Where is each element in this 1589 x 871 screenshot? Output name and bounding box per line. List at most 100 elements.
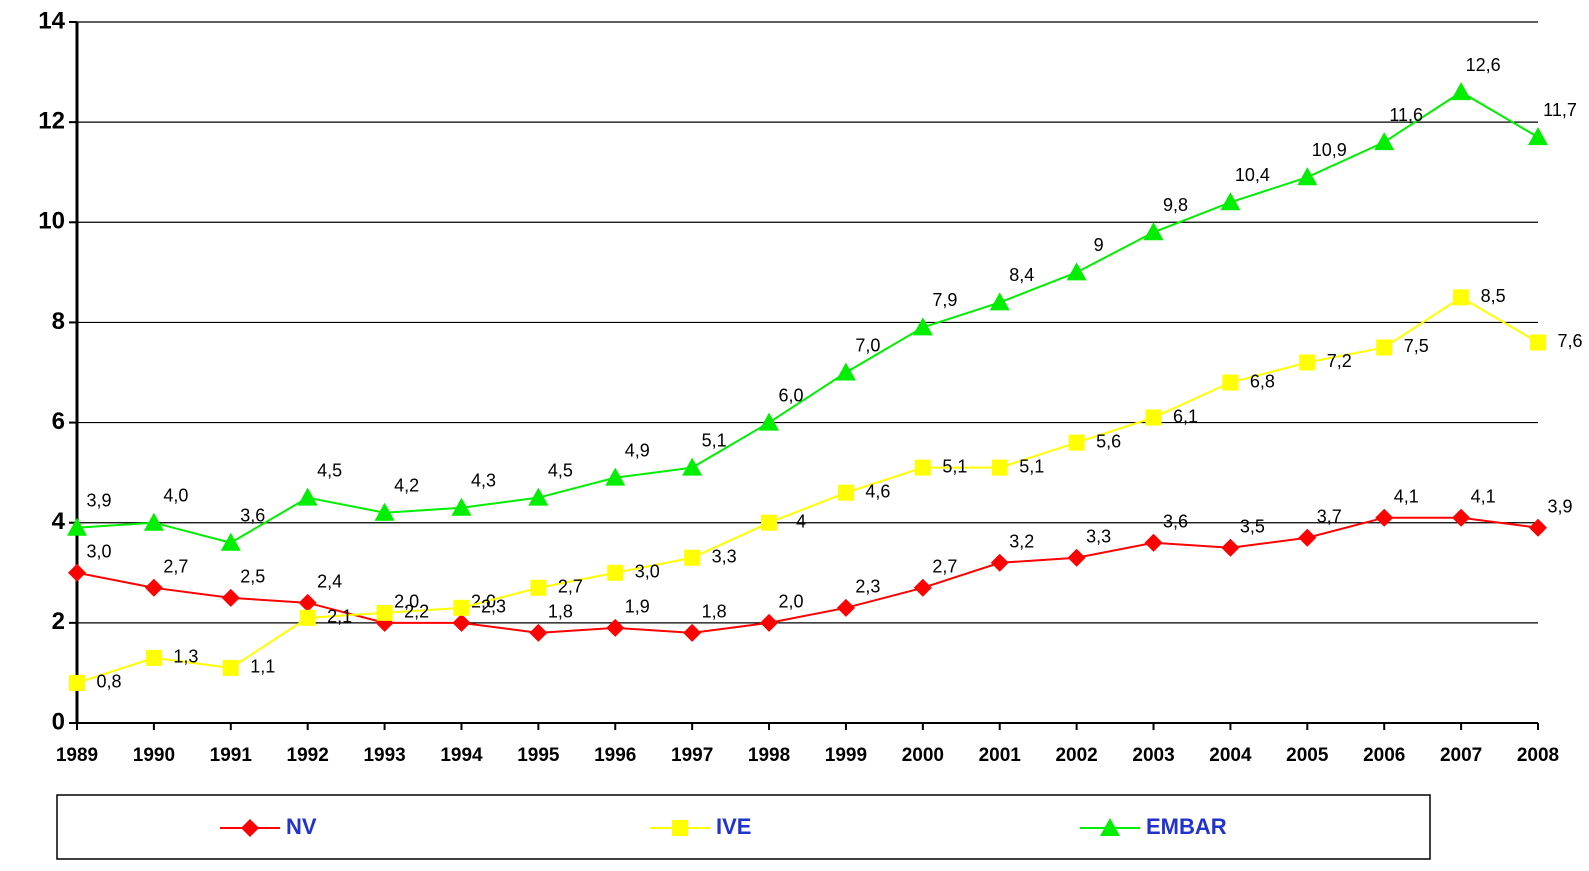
value-label: 7,0 <box>855 335 880 355</box>
value-label: 2,7 <box>558 577 583 597</box>
y-tick-label: 2 <box>52 608 65 635</box>
value-label: 0,8 <box>96 672 121 692</box>
marker <box>67 517 87 536</box>
x-tick-label: 1997 <box>671 745 713 766</box>
marker <box>529 623 548 642</box>
x-tick-label: 1999 <box>825 745 867 766</box>
value-label: 2,7 <box>163 557 188 577</box>
value-label: 1,3 <box>173 647 198 667</box>
y-tick-label: 6 <box>52 408 65 435</box>
value-label: 3,2 <box>1009 532 1034 552</box>
y-tick-label: 0 <box>52 708 65 735</box>
marker <box>989 292 1010 311</box>
marker <box>1529 518 1547 537</box>
value-label: 3,9 <box>86 490 111 510</box>
value-label: 7,2 <box>1327 351 1352 371</box>
value-label: 4,6 <box>865 481 890 501</box>
marker <box>376 604 393 621</box>
marker <box>606 618 625 637</box>
marker <box>760 613 779 632</box>
value-label: 2,1 <box>327 607 352 627</box>
x-tick-label: 1990 <box>133 745 175 766</box>
value-label: 5,1 <box>1019 456 1044 476</box>
value-label: 1,8 <box>548 602 573 622</box>
x-tick-label: 2008 <box>1517 745 1559 766</box>
value-label: 3,5 <box>1240 517 1265 537</box>
marker <box>837 484 854 501</box>
legend-label: NV <box>286 814 317 839</box>
value-label: 2,2 <box>404 602 429 622</box>
value-label: 3,0 <box>635 562 660 582</box>
value-label: 8,5 <box>1481 286 1506 306</box>
marker <box>222 659 239 676</box>
marker <box>453 599 470 616</box>
marker <box>913 578 932 597</box>
value-label: 4,1 <box>1471 486 1496 506</box>
marker <box>1143 222 1164 241</box>
x-tick-label: 1998 <box>748 745 790 766</box>
x-tick-label: 2006 <box>1363 745 1405 766</box>
value-label: 10,4 <box>1235 165 1270 185</box>
marker <box>241 819 259 837</box>
x-tick-label: 2001 <box>979 745 1022 766</box>
marker <box>1528 127 1548 146</box>
marker <box>835 362 856 381</box>
marker <box>68 563 86 582</box>
marker <box>297 487 318 506</box>
series-line <box>76 90 1539 544</box>
marker <box>1145 409 1162 426</box>
marker <box>530 579 547 596</box>
value-label: 11,6 <box>1389 105 1423 125</box>
y-tick-label: 4 <box>52 508 66 535</box>
value-label: 4,5 <box>548 460 573 480</box>
series-line <box>76 516 1539 634</box>
x-tick-label: 1992 <box>287 745 329 766</box>
value-label: 7,6 <box>1557 331 1582 351</box>
value-label: 5,1 <box>942 456 967 476</box>
marker <box>991 459 1008 476</box>
marker <box>145 649 162 666</box>
marker <box>759 412 780 431</box>
value-label: 2,0 <box>779 592 804 612</box>
value-label: 8,4 <box>1009 265 1034 285</box>
x-tick-label: 1996 <box>594 745 636 766</box>
value-label: 3,7 <box>1317 506 1342 526</box>
x-tick-label: 1995 <box>517 745 560 766</box>
value-label: 4,9 <box>625 440 650 460</box>
marker <box>1297 167 1318 186</box>
x-tick-label: 2005 <box>1286 745 1329 766</box>
marker <box>1452 508 1471 527</box>
value-label: 4,1 <box>1394 486 1419 506</box>
value-label: 3,3 <box>712 547 737 567</box>
marker <box>1299 354 1316 371</box>
x-tick-label: 1994 <box>440 745 483 766</box>
marker <box>761 514 778 531</box>
value-label: 2,0 <box>394 592 419 612</box>
value-label: 4,2 <box>394 475 419 495</box>
legend-label: EMBAR <box>1146 814 1227 839</box>
y-tick-label: 8 <box>52 308 65 335</box>
value-label: 2,7 <box>932 557 957 577</box>
marker <box>914 459 931 476</box>
marker <box>1376 339 1393 356</box>
marker <box>144 578 163 597</box>
value-label: 3,6 <box>240 505 265 525</box>
marker <box>672 820 688 836</box>
marker <box>298 593 317 612</box>
marker <box>1100 818 1120 836</box>
x-tick-label: 2007 <box>1440 745 1482 766</box>
marker <box>1375 508 1394 527</box>
legend-box <box>56 794 1431 860</box>
marker <box>220 532 241 551</box>
value-label: 1,1 <box>250 657 275 677</box>
value-label: 2,3 <box>855 577 880 597</box>
marker <box>682 457 703 476</box>
marker <box>1067 548 1086 567</box>
marker <box>451 497 472 516</box>
value-label: 7,9 <box>932 290 957 310</box>
value-label: 6,1 <box>1173 406 1198 426</box>
x-tick-label: 2000 <box>902 745 944 766</box>
y-tick-label: 10 <box>38 208 65 235</box>
value-label: 6,0 <box>779 385 804 405</box>
